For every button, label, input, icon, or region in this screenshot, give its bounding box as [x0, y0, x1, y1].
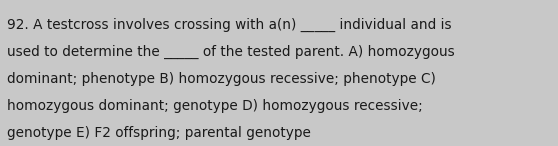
Text: 92. A testcross involves crossing with a(n) _____ individual and is: 92. A testcross involves crossing with a… [7, 18, 452, 32]
Text: genotype E) F2 offspring; parental genotype: genotype E) F2 offspring; parental genot… [7, 126, 311, 140]
Text: dominant; phenotype B) homozygous recessive; phenotype C): dominant; phenotype B) homozygous recess… [7, 72, 436, 86]
Text: homozygous dominant; genotype D) homozygous recessive;: homozygous dominant; genotype D) homozyg… [7, 99, 423, 113]
Text: used to determine the _____ of the tested parent. A) homozygous: used to determine the _____ of the teste… [7, 45, 455, 59]
